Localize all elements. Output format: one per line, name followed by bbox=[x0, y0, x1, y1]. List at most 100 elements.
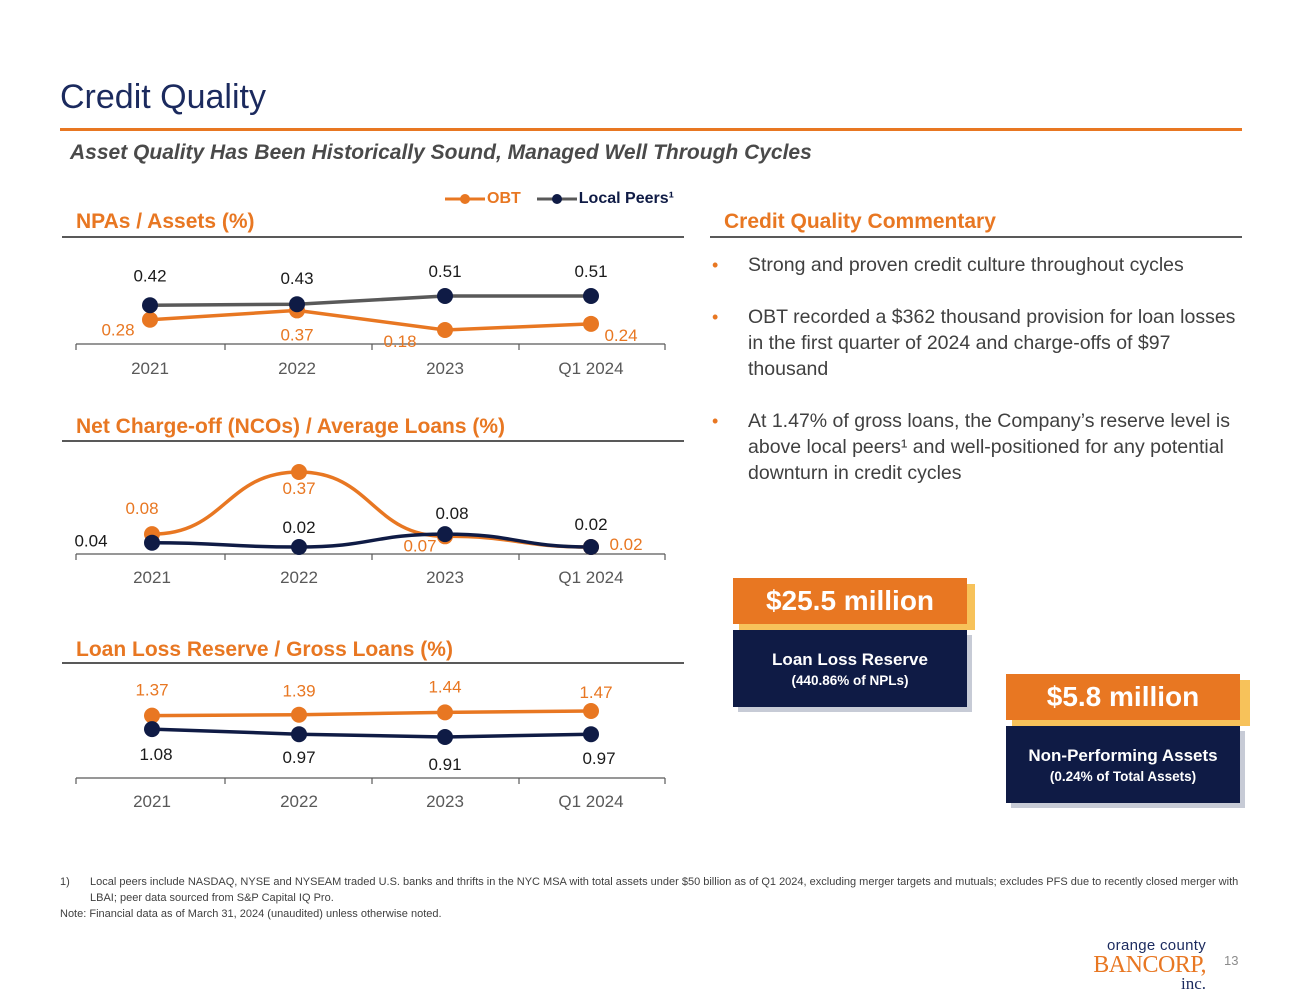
commentary-rule bbox=[710, 236, 1242, 238]
commentary-bullet: Strong and proven credit culture through… bbox=[710, 252, 1250, 278]
logo-line-2: BANCORP, bbox=[1093, 952, 1206, 978]
obt-data-point bbox=[291, 464, 307, 480]
npa-label-box: Non-Performing Assets (0.24% of Total As… bbox=[1006, 726, 1240, 803]
obt-data-point bbox=[583, 315, 599, 332]
page-subtitle: Asset Quality Has Been Historically Soun… bbox=[70, 141, 812, 164]
obt-data-label: 0.37 bbox=[282, 479, 315, 498]
obt-data-point bbox=[583, 703, 599, 719]
npa-amount: $5.8 million bbox=[1006, 674, 1240, 720]
obt-data-point bbox=[437, 704, 453, 721]
reserve-label-box: Loan Loss Reserve (440.86% of NPLs) bbox=[733, 630, 967, 707]
obt-series-line bbox=[149, 308, 592, 332]
footnotes: 1) Local peers include NASDAQ, NYSE and … bbox=[60, 874, 1240, 922]
x-tick-label: Q1 2024 bbox=[558, 568, 623, 587]
peers-data-label: 0.08 bbox=[435, 504, 468, 523]
nco-chart-title: Net Charge-off (NCOs) / Average Loans (%… bbox=[76, 415, 505, 438]
obt-data-label: 0.28 bbox=[101, 321, 134, 340]
obt-data-label: 0.02 bbox=[609, 535, 642, 554]
peers-data-label: 0.91 bbox=[428, 755, 461, 774]
page-title: Credit Quality bbox=[60, 78, 266, 116]
peers-data-label: 0.04 bbox=[74, 532, 107, 551]
llr-chart-title: Loan Loss Reserve / Gross Loans (%) bbox=[76, 638, 453, 661]
obt-data-label: 1.44 bbox=[428, 677, 461, 696]
commentary-title: Credit Quality Commentary bbox=[724, 210, 996, 233]
legend-obt-swatch-icon bbox=[445, 194, 485, 204]
obt-data-label: 1.37 bbox=[135, 681, 168, 700]
company-logo: orange county BANCORP, inc. bbox=[1088, 937, 1206, 992]
npa-sub: (0.24% of Total Assets) bbox=[1049, 768, 1197, 784]
npa-label: Non-Performing Assets bbox=[1028, 745, 1218, 765]
nco-chart-rule bbox=[62, 440, 684, 442]
x-tick-label: Q1 2024 bbox=[558, 359, 623, 378]
obt-data-point bbox=[437, 322, 453, 338]
peers-series-line bbox=[151, 532, 592, 549]
peers-data-label: 0.43 bbox=[280, 269, 313, 288]
peers-data-label: 0.02 bbox=[574, 515, 607, 534]
x-tick-label: 2022 bbox=[280, 792, 318, 811]
reserve-label: Loan Loss Reserve bbox=[772, 649, 928, 669]
commentary-list: Strong and proven credit culture through… bbox=[710, 252, 1250, 512]
peers-series-line bbox=[149, 294, 591, 308]
peers-data-label: 0.42 bbox=[133, 266, 166, 285]
peers-data-label: 0.97 bbox=[282, 748, 315, 767]
obt-data-point bbox=[142, 311, 158, 328]
peers-series-line bbox=[151, 727, 592, 739]
peers-data-label: 0.51 bbox=[574, 262, 607, 281]
nco-chart: 2021 2022 2023 Q1 2024 0.08 0.37 0.07 0.02 0.04 0… bbox=[74, 464, 666, 587]
obt-data-label: 0.08 bbox=[125, 499, 158, 518]
page-number: 13 bbox=[1224, 953, 1239, 968]
commentary-bullet: At 1.47% of gross loans, the Company’s r… bbox=[710, 408, 1250, 486]
obt-data-label: 0.07 bbox=[403, 536, 436, 555]
npa-chart: 2021 2022 2023 Q1 2024 0.28 0.37 0.18 0.24 0.42 0… bbox=[75, 262, 666, 378]
peers-data-point bbox=[144, 534, 160, 551]
logo-line-3: inc. bbox=[1180, 974, 1206, 993]
obt-data-label: 1.47 bbox=[579, 683, 612, 702]
obt-data-label: 0.18 bbox=[383, 332, 416, 351]
title-rule bbox=[60, 128, 1242, 131]
x-tick-label: 2022 bbox=[278, 359, 316, 378]
peers-data-label: 0.97 bbox=[582, 749, 615, 768]
x-tick-label: Q1 2024 bbox=[558, 792, 623, 811]
x-tick-label: 2022 bbox=[280, 568, 318, 587]
x-tick-label: 2023 bbox=[426, 568, 464, 587]
peers-data-point bbox=[437, 526, 453, 543]
x-tick-label: 2021 bbox=[131, 359, 169, 378]
peers-data-label: 0.02 bbox=[282, 518, 315, 537]
legend-obt-label: OBT bbox=[487, 190, 521, 207]
obt-series-line bbox=[151, 709, 592, 718]
peers-data-point bbox=[291, 726, 307, 743]
peers-data-point bbox=[437, 729, 453, 745]
peers-data-label: 0.51 bbox=[428, 262, 461, 281]
chart-legend: OBT Local Peers¹ bbox=[445, 190, 674, 208]
footnote-number: 1) bbox=[60, 876, 70, 888]
reserve-amount: $25.5 million bbox=[733, 578, 967, 624]
footnote-note: Note: Financial data as of March 31, 202… bbox=[60, 908, 442, 920]
obt-data-label: 0.37 bbox=[280, 325, 313, 344]
logo-line-1: orange county bbox=[1107, 937, 1206, 954]
peers-data-point bbox=[291, 539, 307, 555]
peers-data-point bbox=[583, 288, 599, 304]
x-tick-label: 2021 bbox=[133, 792, 171, 811]
legend-peers: Local Peers¹ bbox=[536, 190, 674, 208]
peers-data-point bbox=[289, 296, 305, 313]
peers-data-point bbox=[437, 288, 453, 304]
footnote-text: Local peers include NASDAQ, NYSE and NYS… bbox=[90, 876, 1239, 904]
peers-data-point bbox=[583, 726, 599, 743]
peers-data-point bbox=[583, 539, 599, 555]
x-tick-label: 2023 bbox=[426, 792, 464, 811]
npa-chart-title: NPAs / Assets (%) bbox=[76, 210, 255, 233]
footnote-1: 1) Local peers include NASDAQ, NYSE and … bbox=[60, 874, 1240, 906]
reserve-sub: (440.86% of NPLs) bbox=[791, 672, 909, 688]
x-tick-label: 2023 bbox=[426, 359, 464, 378]
npa-chart-rule bbox=[62, 236, 684, 238]
llr-chart-rule bbox=[62, 662, 684, 664]
peers-data-point bbox=[142, 297, 158, 314]
peers-data-point bbox=[144, 721, 160, 738]
commentary-bullet: OBT recorded a $362 thousand provision f… bbox=[710, 304, 1250, 382]
legend-peers-label: Local Peers¹ bbox=[578, 190, 674, 207]
obt-data-label: 0.24 bbox=[604, 326, 637, 345]
obt-data-point bbox=[144, 707, 160, 724]
legend-obt: OBT bbox=[445, 190, 521, 208]
llr-chart: 2021 2022 2023 Q1 2024 1.37 1.39 1.44 1.47 1.08 0… bbox=[75, 677, 666, 811]
obt-data-label: 1.39 bbox=[282, 682, 315, 701]
